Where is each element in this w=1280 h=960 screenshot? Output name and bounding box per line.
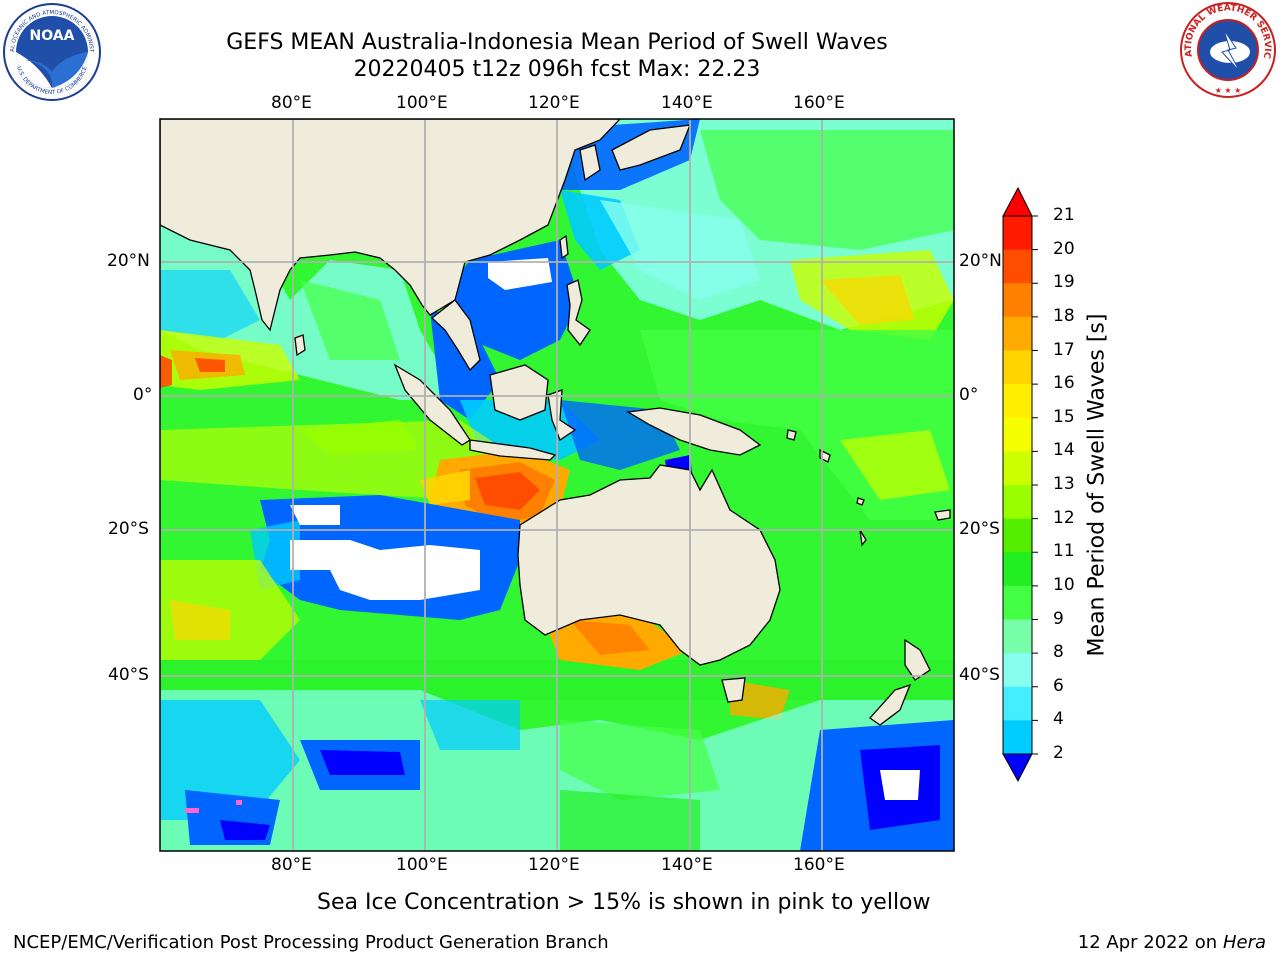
- colorbar-segment: [1003, 316, 1032, 351]
- lat-tick-left: 40°S: [108, 665, 149, 685]
- lon-tick-bottom: 140°E: [661, 855, 713, 875]
- lat-tick-left: 0°: [133, 385, 153, 405]
- colorbar-tick-label: 13: [1053, 474, 1075, 494]
- colorbar-tick-label: 10: [1053, 574, 1075, 595]
- lon-tick-top: 140°E: [661, 93, 713, 113]
- lon-tick-bottom: 160°E: [793, 855, 845, 875]
- colorbar-tick-label: 17: [1053, 339, 1075, 360]
- colorbar-tick-label: 21: [1053, 205, 1075, 225]
- colorbar-segment: [1003, 720, 1032, 755]
- noaa-logo: NOAA NATIONAL OCEANIC AND ATMOSPHERIC AD…: [2, 2, 101, 101]
- lat-tick-right: 0°: [959, 385, 979, 405]
- colorbar-tick-label: 2: [1053, 743, 1064, 763]
- colorbar-tick-label: 9: [1053, 608, 1064, 629]
- lat-tick-left: 20°N: [107, 251, 150, 271]
- colorbar-segment: [1003, 384, 1032, 419]
- colorbar-tick-label: 6: [1053, 675, 1064, 696]
- colorbar-tick-label: 16: [1053, 373, 1075, 394]
- colorbar-title: Mean Period of Swell Waves [s]: [1084, 313, 1110, 657]
- colorbar-tick-label: 18: [1053, 305, 1075, 326]
- footer-credit: NCEP/EMC/Verification Post Processing Pr…: [13, 932, 609, 953]
- colorbar-tick-label: 8: [1053, 642, 1064, 663]
- colorbar-over-arrow: [1002, 186, 1033, 217]
- colorbar-segment: [1003, 686, 1032, 721]
- lon-tick-bottom: 120°E: [528, 855, 580, 875]
- chart-title: GEFS MEAN Australia-Indonesia Mean Perio…: [226, 30, 888, 55]
- svg-text:★ ★ ★: ★ ★ ★: [1215, 86, 1242, 95]
- colorbar-tick-label: 20: [1053, 238, 1075, 259]
- colorbar-segment: [1003, 619, 1032, 654]
- lon-tick-top: 100°E: [396, 93, 448, 113]
- colorbar-segment: [1003, 216, 1032, 251]
- footer-date-text: 12 Apr 2022 on: [1077, 932, 1223, 953]
- colorbar-segment: [1003, 518, 1032, 553]
- colorbar-tick-label: 19: [1053, 272, 1075, 293]
- colorbar-tick-label: 15: [1053, 406, 1075, 427]
- colorbar-segment: [1003, 249, 1032, 284]
- chart-subtitle: 20220405 t12z 096h fcst Max: 22.23: [353, 57, 761, 82]
- lon-tick-top: 160°E: [793, 93, 845, 113]
- lat-tick-right: 20°S: [959, 519, 1000, 539]
- lat-tick-right: 20°N: [959, 251, 1002, 271]
- lon-tick-top: 120°E: [528, 93, 580, 113]
- lon-tick-bottom: 80°E: [271, 855, 312, 875]
- colorbar-segment: [1003, 653, 1032, 688]
- colorbar-tick-label: 4: [1053, 709, 1064, 730]
- colorbar-segment: [1003, 350, 1032, 385]
- lat-tick-right: 40°S: [959, 665, 1000, 685]
- lon-tick-bottom: 100°E: [396, 855, 448, 875]
- footer-host: Hera: [1222, 932, 1266, 953]
- nws-logo: NATIONAL WEATHER SERVICE ★ ★ ★: [1178, 0, 1276, 98]
- colorbar-tick-label: 12: [1053, 507, 1075, 528]
- footer-date: 12 Apr 2022 on Hera: [1078, 932, 1266, 953]
- colorbar-segment: [1003, 417, 1032, 452]
- colorbar-segment: [1003, 451, 1032, 486]
- colorbar-tick-label: 11: [1053, 541, 1075, 562]
- colorbar-segment: [1003, 283, 1032, 318]
- noaa-wordmark: NOAA: [30, 28, 75, 44]
- colorbar-under-arrow: [1002, 753, 1033, 783]
- colorbar-tick-label: 14: [1053, 440, 1075, 461]
- sea-ice-note: Sea Ice Concentration > 15% is shown in …: [317, 890, 931, 915]
- colorbar-segment: [1003, 552, 1032, 587]
- lon-tick-top: 80°E: [271, 93, 312, 113]
- lat-tick-left: 20°S: [108, 519, 149, 539]
- colorbar-segment: [1003, 585, 1032, 620]
- colorbar-segment: [1003, 485, 1032, 520]
